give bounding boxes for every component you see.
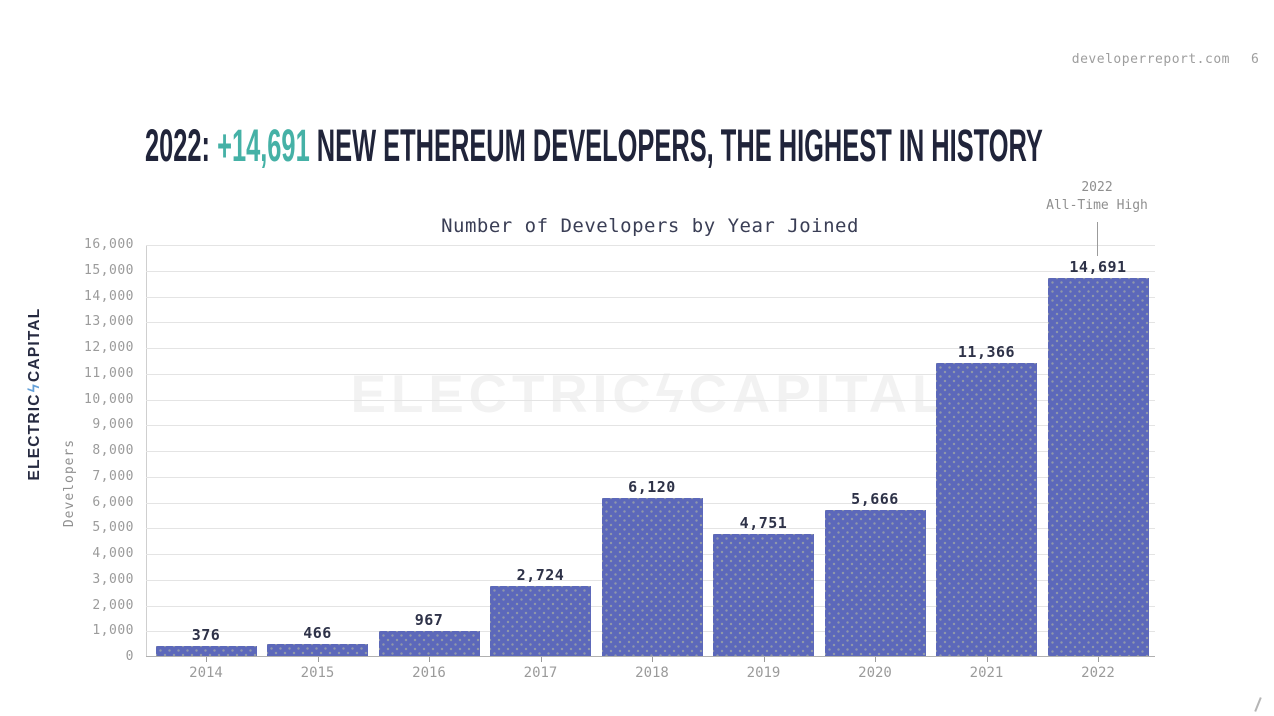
y-tick-label: 12,000 (84, 340, 134, 355)
bar-value-label: 376 (191, 626, 221, 645)
x-tick-label: 2021 (969, 665, 1004, 681)
x-tick-label: 2014 (189, 665, 223, 681)
bar-2019 (713, 533, 814, 656)
x-tick-mark (540, 657, 542, 662)
annotation-line1: 2022 (1081, 180, 1113, 195)
bar-chart-plot-area: 376 2014 466 2015 967 2016 2,724 2017 6,120 2018 4… (146, 245, 1155, 681)
page-title-highlight: +14,691 (217, 120, 310, 172)
bar-value-label: 14,691 (1069, 257, 1127, 276)
page-title-prefix: 2022: (145, 120, 218, 172)
grid-line (146, 296, 1155, 298)
x-tick-mark (986, 657, 988, 662)
page-title: 2022: +14,691 NEW ETHEREUM DEVELOPERS, T… (145, 123, 1043, 168)
grid-line (146, 245, 1155, 246)
watermark-text-capital: CAPITAL (688, 365, 950, 424)
x-tick-label: 2022 (1081, 665, 1115, 681)
x-tick-mark (1098, 657, 1099, 662)
y-tick-label: 6,000 (92, 494, 134, 510)
bar-value-label: 11,366 (957, 343, 1016, 362)
x-tick-label: 2019 (746, 665, 781, 681)
grid-line (146, 451, 1155, 452)
y-tick-label: 2,000 (92, 597, 134, 613)
y-tick-label: 10,000 (84, 391, 134, 407)
y-tick-label: 13,000 (84, 314, 134, 330)
y-tick-label: 15,000 (84, 262, 134, 278)
grid-line (146, 348, 1155, 349)
bar-value-label: 2,724 (516, 565, 565, 584)
y-tick-label: 4,000 (92, 546, 134, 561)
y-tick-label: 8,000 (92, 443, 134, 458)
x-tick-mark (317, 657, 319, 662)
x-tick-label: 2018 (635, 665, 669, 681)
bar-2014 (155, 646, 257, 656)
y-tick-label: 5,000 (92, 520, 134, 536)
bar-2016 (378, 631, 480, 656)
corner-slash-mark (1254, 697, 1262, 712)
x-axis-line (146, 656, 1155, 657)
page-title-suffix: NEW ETHEREUM DEVELOPERS, THE HIGHEST IN … (309, 120, 1043, 172)
grid-line (146, 270, 1155, 272)
watermark-bolt-icon: ϟ (655, 365, 689, 424)
x-tick-mark (429, 657, 430, 662)
grid-line (146, 322, 1155, 324)
x-tick-mark (763, 657, 765, 662)
x-tick-mark (875, 657, 876, 662)
x-tick-label: 2020 (858, 665, 892, 681)
y-tick-label: 14,000 (84, 288, 134, 304)
bar-2020 (824, 510, 926, 656)
grid-line (146, 476, 1155, 478)
credit-partial-glyph: 6 (1251, 52, 1259, 67)
x-tick-label: 2017 (523, 665, 558, 681)
x-tick-mark (206, 657, 207, 662)
bar-2018 (601, 498, 703, 656)
grid-line (146, 373, 1155, 375)
bar-value-label: 967 (414, 611, 444, 630)
electric-capital-watermark: ELECTRICϟCAPITAL (330, 364, 970, 425)
bar-2022 (1047, 277, 1149, 656)
watermark-text-electric: ELECTRIC (350, 365, 656, 424)
x-tick-label: 2015 (300, 665, 335, 681)
y-tick-label: 16,000 (84, 237, 134, 252)
grid-line (146, 399, 1155, 401)
chart-title: Number of Developers by Year Joined (441, 215, 859, 237)
all-time-high-annotation: 2022 All-Time High (1007, 179, 1187, 215)
y-tick-label: 11,000 (84, 365, 134, 381)
grid-line (146, 425, 1155, 427)
bar-value-label: 466 (303, 624, 332, 642)
annotation-line2: All-Time High (1046, 198, 1148, 213)
x-tick-mark (652, 657, 653, 662)
bar-value-label: 5,666 (851, 490, 899, 509)
y-tick-label: 7,000 (92, 468, 134, 484)
y-tick-label: 3,000 (92, 571, 134, 587)
bar-value-label: 4,751 (739, 513, 788, 532)
x-tick-label: 2016 (412, 665, 446, 681)
bar-2021 (936, 363, 1037, 656)
source-credit-text: developerreport.com (1071, 52, 1230, 67)
y-tick-label: 0 (125, 649, 134, 664)
bar-2017 (490, 585, 591, 656)
bar-value-label: 6,120 (628, 478, 676, 497)
y-tick-label: 9,000 (92, 417, 134, 433)
y-tick-label: 1,000 (92, 623, 134, 639)
bar-2015 (267, 644, 368, 656)
annotation-pointer-line (1097, 222, 1098, 256)
